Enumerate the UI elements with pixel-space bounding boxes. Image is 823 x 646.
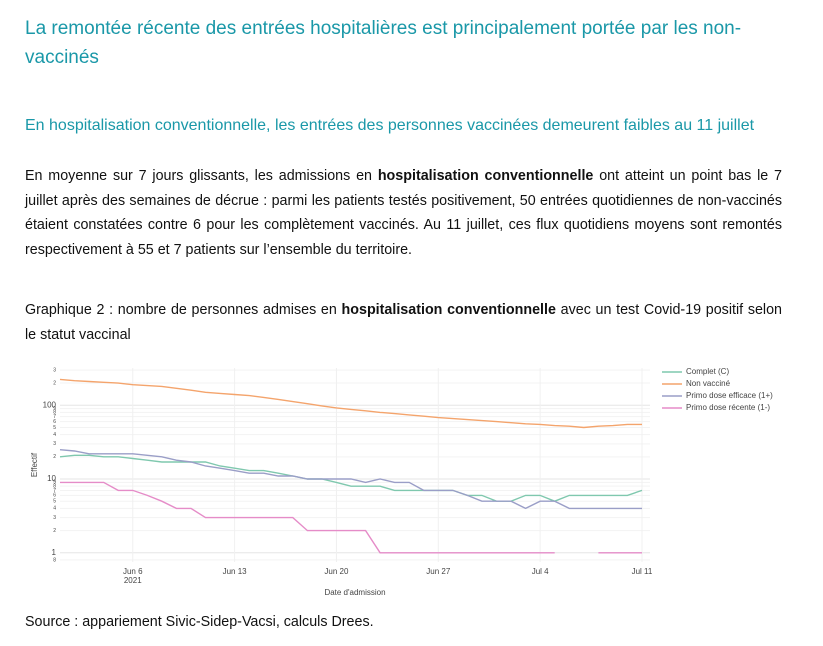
legend-label: Primo dose efficace (1+)	[686, 391, 773, 400]
y-tick-label: 9	[53, 406, 56, 412]
x-tick-year: 2021	[124, 576, 142, 585]
legend-label: Complet (C)	[686, 367, 729, 376]
y-tick-label: 8	[53, 410, 56, 416]
x-axis-title: Date d'admission	[324, 588, 385, 597]
y-tick-label: 2	[53, 454, 56, 460]
series-line	[59, 454, 643, 502]
text: En moyenne sur 7 jours glissants, les ad…	[25, 168, 378, 184]
y-axis-title: Effectif	[30, 452, 39, 477]
y-tick-label: 5	[53, 425, 56, 431]
y-tick-label: 8	[53, 483, 56, 489]
legend-label: Primo dose récente (1-)	[686, 403, 770, 412]
paragraph: En moyenne sur 7 jours glissants, les ad…	[25, 164, 782, 262]
y-tick-label: 8	[53, 557, 56, 563]
y-tick-label: 5	[53, 499, 56, 505]
series-line	[59, 449, 642, 510]
section-heading: En hospitalisation conventionnelle, les …	[25, 117, 755, 134]
y-tick-label: 4	[53, 506, 56, 512]
figure-caption: Graphique 2 : nombre de personnes admise…	[25, 298, 782, 347]
page-title: La remontée récente des entrées hospital…	[25, 18, 742, 68]
x-tick-label: Jun 27	[426, 567, 451, 576]
y-tick-label: 7	[53, 488, 56, 494]
y-tick-label: 6	[53, 493, 56, 499]
y-tick-label: 10	[47, 474, 56, 483]
x-tick-label: Jul 11	[632, 567, 653, 576]
y-tick-label: 7	[53, 414, 56, 420]
bold-text: hospitalisation conventionnelle	[377, 168, 594, 184]
text: avec un test Covid-19 positif selon le s…	[25, 302, 783, 343]
y-tick-label: 1	[52, 548, 57, 557]
y-tick-label: 6	[53, 419, 56, 425]
y-tick-label: 4	[53, 432, 56, 438]
y-tick-label: 3	[53, 367, 56, 373]
x-tick-label: Jun 13	[223, 567, 248, 576]
y-tick-label: 3	[53, 441, 56, 447]
text: Graphique 2 : nombre de personnes admise…	[25, 302, 342, 318]
x-tick-label: Jul 4	[532, 567, 549, 576]
y-tick-label: 9	[53, 480, 56, 486]
series-line	[60, 481, 642, 554]
x-tick-label: Jun 20	[324, 567, 349, 576]
legend-label: Non vacciné	[686, 379, 731, 388]
y-tick-label: 2	[53, 380, 56, 386]
plot-area	[60, 368, 650, 562]
y-tick-label: 100	[43, 400, 57, 409]
y-tick-label: 2	[53, 528, 56, 534]
source-note: Source : appariement Sivic-Sidep-Vacsi, …	[25, 614, 374, 630]
x-tick-label: Jun 6	[123, 567, 143, 576]
bold-text: hospitalisation conventionnelle	[341, 302, 556, 318]
series-line	[59, 378, 642, 429]
y-tick-label: 3	[53, 515, 56, 521]
text: ont atteint un point bas le 7 juillet ap…	[25, 168, 783, 258]
